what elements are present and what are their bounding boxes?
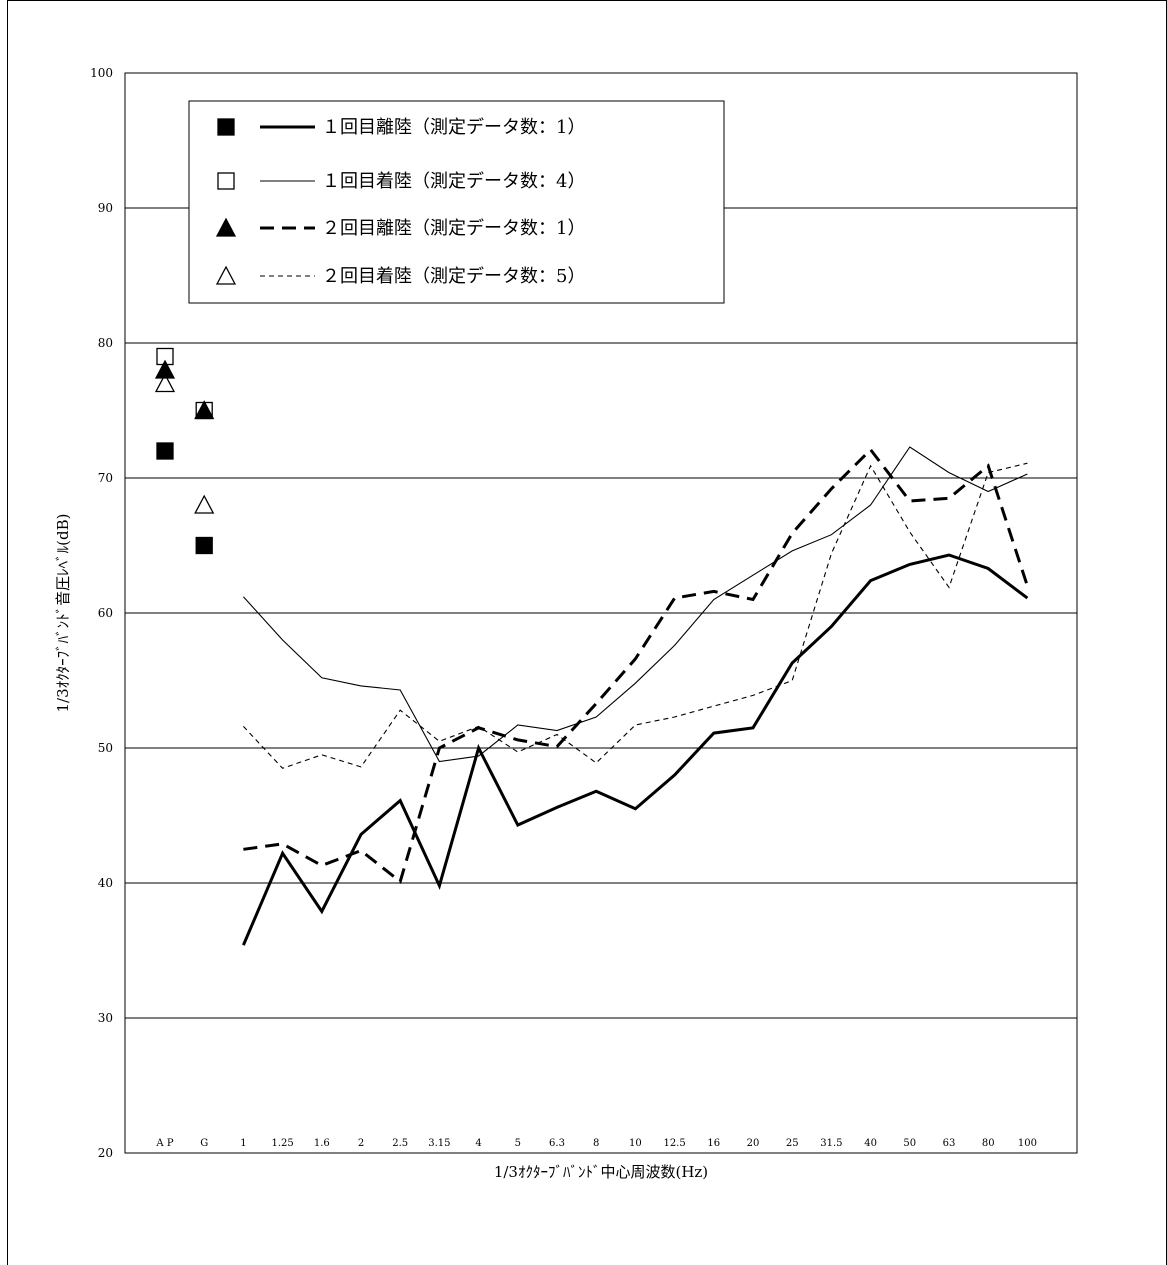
x-tick-label: 20 <box>747 1138 760 1149</box>
x-tick-label: 1 <box>240 1138 246 1149</box>
x-tick-label: 63 <box>943 1138 956 1149</box>
x-tick-label: 2 <box>358 1138 364 1149</box>
legend-label-4: ２回目着陸（測定データ数：5） <box>322 266 585 287</box>
y-tick-label: 60 <box>98 606 113 620</box>
x-tick-label: 4 <box>475 1138 481 1149</box>
y-tick-label: 90 <box>98 201 113 215</box>
legend-label-1: １回目離陸（測定データ数：1） <box>322 117 585 138</box>
ap-marker-1 <box>156 442 174 460</box>
y-tick-label: 100 <box>90 66 113 80</box>
x-tick-label: 2.5 <box>392 1138 408 1149</box>
legend-label-2: １回目着陸（測定データ数：4） <box>322 171 585 192</box>
x-tick-label: 6.3 <box>549 1138 565 1149</box>
legend-marker-4 <box>215 265 237 285</box>
x-tick-label: 12.5 <box>663 1138 685 1149</box>
legend-marker-1 <box>217 118 235 136</box>
x-tick-label: 100 <box>1018 1138 1037 1149</box>
x-tick-label: 10 <box>629 1138 642 1149</box>
y-tick-label: 20 <box>98 1146 113 1160</box>
series-line-1 <box>242 553 1029 946</box>
g-marker-4 <box>194 494 215 514</box>
x-tick-label: 8 <box>593 1138 599 1149</box>
g-marker-3 <box>194 400 215 420</box>
x-tick-label: A P <box>155 1138 173 1149</box>
ap-g-markers <box>154 347 215 555</box>
x-tick-label: 40 <box>864 1138 877 1149</box>
legend-marker-3 <box>215 217 237 237</box>
ap-marker-3 <box>154 359 176 379</box>
gridlines <box>125 207 1077 1019</box>
x-tick-label: 50 <box>903 1138 916 1149</box>
y-axis-label: 1/3ｵｸﾀｰﾌﾞﾊﾞﾝﾄﾞ音圧ﾚﾍﾞﾙ(dB) <box>54 514 72 713</box>
x-tick-label: 1.25 <box>271 1138 293 1149</box>
y-tick-label: 30 <box>98 1011 113 1025</box>
y-tick-labels: 20 30 40 50 60 70 80 90 100 <box>90 66 113 1160</box>
legend-label-3: ２回目離陸（測定データ数：1） <box>322 218 585 239</box>
x-tick-labels: A P G 1 1.25 1.6 2 2.5 3.15 4 5 6.3 8 10 12.5 16 20 25 31… <box>155 1138 1037 1149</box>
x-tick-label: G <box>200 1138 208 1149</box>
y-tick-label: 50 <box>98 741 113 755</box>
x-tick-label: 5 <box>515 1138 521 1149</box>
series-line-3 <box>243 447 1029 885</box>
y-tick-label: 80 <box>98 336 113 350</box>
x-tick-label: 1.6 <box>314 1138 330 1149</box>
series-line-2 <box>242 446 1028 763</box>
legend-marker-2 <box>217 172 235 190</box>
x-tick-label: 31.5 <box>820 1138 842 1149</box>
legend-box <box>188 100 725 304</box>
series-lines <box>242 446 1029 946</box>
series-line-4 <box>242 462 1028 769</box>
legend: １回目離陸（測定データ数：1） １回目着陸（測定データ数：4） ２回目離陸（測定デー… <box>188 100 725 304</box>
x-axis-label: 1/3ｵｸﾀｰﾌﾞﾊﾞﾝﾄﾞ中心周波数(Hz) <box>494 1163 708 1181</box>
g-marker-1 <box>195 536 213 555</box>
x-tick-label: 16 <box>707 1138 720 1149</box>
plot-area <box>124 72 1078 1154</box>
x-tick-label: 80 <box>982 1138 995 1149</box>
x-tick-label: 3.15 <box>428 1138 450 1149</box>
x-tick-label: 25 <box>786 1138 799 1149</box>
ap-marker-4 <box>154 373 176 393</box>
y-tick-label: 40 <box>98 876 113 890</box>
y-tick-label: 70 <box>98 471 113 485</box>
